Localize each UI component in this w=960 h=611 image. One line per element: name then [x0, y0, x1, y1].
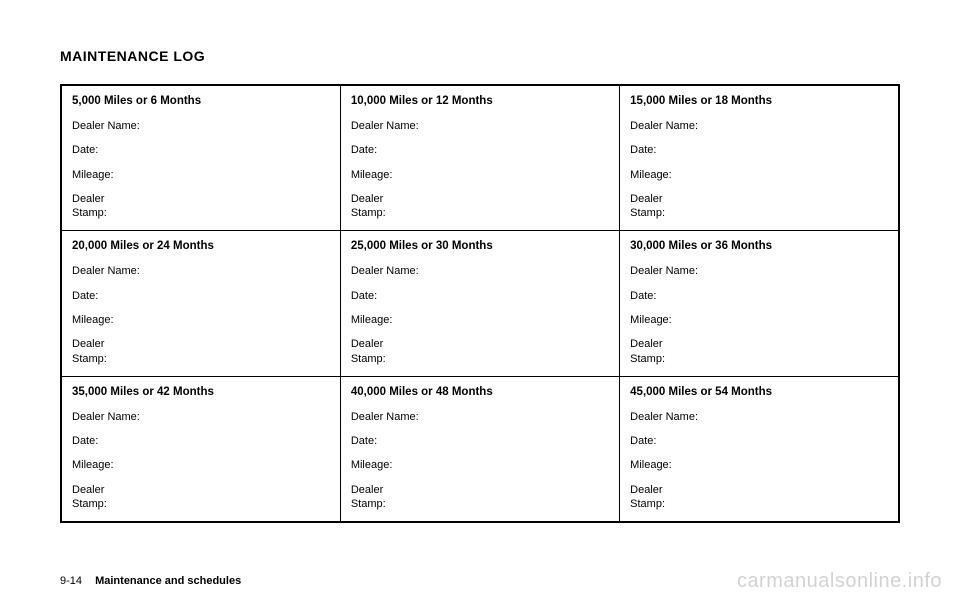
log-cell: 30,000 Miles or 36 Months Dealer Name: D… — [620, 231, 899, 376]
field-dealer-stamp: Dealer Stamp: — [351, 192, 609, 221]
field-dealer-name: Dealer Name: — [72, 119, 330, 133]
cell-heading: 40,000 Miles or 48 Months — [351, 385, 609, 400]
field-mileage: Mileage: — [630, 168, 888, 182]
dealer-stamp-line1: Dealer — [72, 484, 104, 496]
field-dealer-name: Dealer Name: — [351, 410, 609, 424]
maintenance-log-table: 5,000 Miles or 6 Months Dealer Name: Dat… — [60, 84, 900, 523]
dealer-stamp-line2: Stamp: — [630, 353, 665, 365]
log-cell: 5,000 Miles or 6 Months Dealer Name: Dat… — [61, 85, 340, 231]
field-dealer-name: Dealer Name: — [351, 264, 609, 278]
cell-heading: 45,000 Miles or 54 Months — [630, 385, 888, 400]
dealer-stamp-line2: Stamp: — [72, 498, 107, 510]
field-mileage: Mileage: — [72, 313, 330, 327]
field-date: Date: — [72, 434, 330, 448]
log-cell: 40,000 Miles or 48 Months Dealer Name: D… — [340, 376, 619, 522]
field-dealer-stamp: Dealer Stamp: — [630, 483, 888, 512]
field-mileage: Mileage: — [351, 168, 609, 182]
log-cell: 45,000 Miles or 54 Months Dealer Name: D… — [620, 376, 899, 522]
field-mileage: Mileage: — [630, 313, 888, 327]
field-dealer-name: Dealer Name: — [630, 410, 888, 424]
cell-heading: 5,000 Miles or 6 Months — [72, 94, 330, 109]
log-cell: 20,000 Miles or 24 Months Dealer Name: D… — [61, 231, 340, 376]
field-dealer-stamp: Dealer Stamp: — [72, 483, 330, 512]
field-mileage: Mileage: — [72, 458, 330, 472]
dealer-stamp-line2: Stamp: — [630, 498, 665, 510]
log-cell: 25,000 Miles or 30 Months Dealer Name: D… — [340, 231, 619, 376]
table-row: 20,000 Miles or 24 Months Dealer Name: D… — [61, 231, 899, 376]
field-dealer-name: Dealer Name: — [630, 264, 888, 278]
field-date: Date: — [351, 143, 609, 157]
dealer-stamp-line1: Dealer — [630, 338, 662, 350]
field-dealer-stamp: Dealer Stamp: — [72, 337, 330, 366]
page-footer: 9-14 Maintenance and schedules — [60, 575, 241, 587]
page-number: 9-14 — [60, 575, 82, 587]
chapter-title: Maintenance and schedules — [95, 575, 241, 587]
field-date: Date: — [72, 143, 330, 157]
log-cell: 35,000 Miles or 42 Months Dealer Name: D… — [61, 376, 340, 522]
log-cell: 15,000 Miles or 18 Months Dealer Name: D… — [620, 85, 899, 231]
field-dealer-name: Dealer Name: — [72, 264, 330, 278]
dealer-stamp-line2: Stamp: — [72, 353, 107, 365]
field-dealer-name: Dealer Name: — [351, 119, 609, 133]
table-row: 5,000 Miles or 6 Months Dealer Name: Dat… — [61, 85, 899, 231]
dealer-stamp-line1: Dealer — [351, 338, 383, 350]
log-cell: 10,000 Miles or 12 Months Dealer Name: D… — [340, 85, 619, 231]
dealer-stamp-line1: Dealer — [72, 338, 104, 350]
dealer-stamp-line1: Dealer — [630, 484, 662, 496]
cell-heading: 25,000 Miles or 30 Months — [351, 239, 609, 254]
field-mileage: Mileage: — [72, 168, 330, 182]
field-date: Date: — [351, 434, 609, 448]
field-dealer-stamp: Dealer Stamp: — [630, 192, 888, 221]
field-dealer-name: Dealer Name: — [72, 410, 330, 424]
table-row: 35,000 Miles or 42 Months Dealer Name: D… — [61, 376, 899, 522]
field-date: Date: — [72, 289, 330, 303]
cell-heading: 15,000 Miles or 18 Months — [630, 94, 888, 109]
field-dealer-stamp: Dealer Stamp: — [630, 337, 888, 366]
dealer-stamp-line2: Stamp: — [72, 207, 107, 219]
field-dealer-stamp: Dealer Stamp: — [351, 483, 609, 512]
page: MAINTENANCE LOG 5,000 Miles or 6 Months … — [0, 0, 960, 611]
dealer-stamp-line2: Stamp: — [351, 207, 386, 219]
dealer-stamp-line2: Stamp: — [630, 207, 665, 219]
cell-heading: 20,000 Miles or 24 Months — [72, 239, 330, 254]
cell-heading: 35,000 Miles or 42 Months — [72, 385, 330, 400]
dealer-stamp-line1: Dealer — [351, 193, 383, 205]
field-mileage: Mileage: — [351, 458, 609, 472]
field-dealer-name: Dealer Name: — [630, 119, 888, 133]
section-title: MAINTENANCE LOG — [60, 48, 900, 64]
field-date: Date: — [630, 289, 888, 303]
field-mileage: Mileage: — [630, 458, 888, 472]
field-dealer-stamp: Dealer Stamp: — [72, 192, 330, 221]
field-dealer-stamp: Dealer Stamp: — [351, 337, 609, 366]
dealer-stamp-line1: Dealer — [630, 193, 662, 205]
dealer-stamp-line1: Dealer — [351, 484, 383, 496]
field-date: Date: — [630, 143, 888, 157]
dealer-stamp-line1: Dealer — [72, 193, 104, 205]
watermark: carmanualsonline.info — [737, 570, 942, 593]
cell-heading: 30,000 Miles or 36 Months — [630, 239, 888, 254]
cell-heading: 10,000 Miles or 12 Months — [351, 94, 609, 109]
field-date: Date: — [630, 434, 888, 448]
dealer-stamp-line2: Stamp: — [351, 498, 386, 510]
field-mileage: Mileage: — [351, 313, 609, 327]
dealer-stamp-line2: Stamp: — [351, 353, 386, 365]
field-date: Date: — [351, 289, 609, 303]
